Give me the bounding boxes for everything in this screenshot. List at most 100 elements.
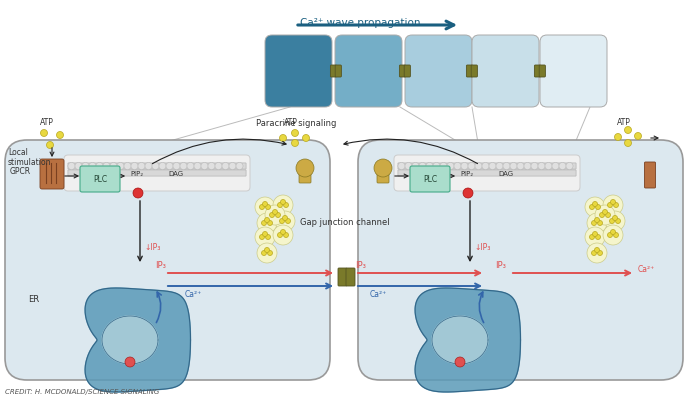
Circle shape — [587, 243, 607, 263]
Circle shape — [595, 205, 615, 225]
Circle shape — [187, 162, 194, 170]
Circle shape — [517, 162, 524, 170]
Circle shape — [595, 247, 600, 253]
Circle shape — [41, 130, 48, 136]
Circle shape — [517, 162, 524, 170]
Circle shape — [589, 235, 595, 239]
Circle shape — [606, 213, 611, 217]
Circle shape — [273, 225, 293, 245]
Circle shape — [82, 162, 89, 170]
Text: Ca²⁺: Ca²⁺ — [370, 290, 387, 299]
Text: DAG: DAG — [498, 171, 513, 177]
Circle shape — [68, 162, 75, 170]
Circle shape — [433, 162, 440, 170]
Circle shape — [229, 162, 236, 170]
Circle shape — [531, 162, 538, 170]
Circle shape — [131, 162, 138, 170]
Circle shape — [302, 134, 310, 142]
Text: PIP₂: PIP₂ — [130, 171, 143, 177]
Circle shape — [566, 162, 573, 170]
Text: PIP₂: PIP₂ — [460, 171, 473, 177]
Circle shape — [510, 162, 517, 170]
Circle shape — [419, 162, 426, 170]
FancyBboxPatch shape — [377, 163, 389, 183]
Circle shape — [566, 162, 573, 170]
Circle shape — [595, 205, 600, 209]
Circle shape — [264, 217, 270, 223]
Circle shape — [440, 162, 447, 170]
Circle shape — [602, 209, 607, 215]
Circle shape — [447, 162, 454, 170]
Circle shape — [475, 162, 482, 170]
Circle shape — [433, 162, 440, 170]
Circle shape — [559, 162, 566, 170]
Circle shape — [405, 162, 412, 170]
Circle shape — [255, 197, 275, 217]
Circle shape — [124, 162, 131, 170]
Circle shape — [194, 162, 201, 170]
Circle shape — [236, 162, 243, 170]
Circle shape — [419, 162, 426, 170]
Text: Local
stimulation: Local stimulation — [8, 148, 52, 167]
Circle shape — [591, 251, 596, 255]
Circle shape — [291, 140, 299, 146]
Circle shape — [503, 162, 510, 170]
Circle shape — [277, 233, 282, 237]
FancyBboxPatch shape — [335, 65, 342, 77]
Circle shape — [593, 201, 598, 207]
Circle shape — [591, 221, 596, 225]
Circle shape — [603, 225, 623, 245]
Circle shape — [503, 162, 510, 170]
Circle shape — [538, 162, 545, 170]
Circle shape — [75, 162, 82, 170]
Circle shape — [475, 162, 482, 170]
Circle shape — [262, 221, 266, 225]
Text: ↓IP₃: ↓IP₃ — [144, 243, 160, 253]
Circle shape — [103, 162, 110, 170]
Circle shape — [595, 235, 600, 239]
FancyBboxPatch shape — [400, 65, 406, 77]
Bar — [68, 170, 246, 176]
Circle shape — [284, 233, 288, 237]
Circle shape — [296, 159, 314, 177]
Circle shape — [215, 162, 222, 170]
Text: GPCR: GPCR — [10, 168, 31, 176]
FancyBboxPatch shape — [64, 155, 250, 191]
Circle shape — [236, 162, 243, 170]
FancyBboxPatch shape — [404, 65, 411, 77]
Circle shape — [613, 233, 618, 237]
Circle shape — [201, 162, 208, 170]
Circle shape — [613, 203, 618, 207]
Circle shape — [82, 162, 89, 170]
Text: IP₃: IP₃ — [355, 261, 366, 269]
FancyBboxPatch shape — [405, 35, 472, 107]
Circle shape — [454, 162, 461, 170]
Circle shape — [159, 162, 166, 170]
Circle shape — [489, 162, 496, 170]
Circle shape — [524, 162, 531, 170]
Circle shape — [398, 162, 405, 170]
Polygon shape — [85, 288, 190, 392]
Circle shape — [138, 162, 145, 170]
Polygon shape — [415, 288, 520, 392]
FancyBboxPatch shape — [539, 65, 545, 77]
Circle shape — [613, 215, 618, 221]
FancyBboxPatch shape — [471, 65, 477, 77]
Circle shape — [552, 162, 559, 170]
Text: ER: ER — [28, 295, 39, 304]
Circle shape — [275, 213, 281, 217]
Circle shape — [615, 219, 620, 223]
Circle shape — [496, 162, 503, 170]
Circle shape — [173, 162, 180, 170]
Circle shape — [624, 126, 631, 134]
Circle shape — [133, 188, 143, 198]
FancyBboxPatch shape — [410, 166, 450, 192]
FancyBboxPatch shape — [346, 268, 355, 286]
Circle shape — [589, 205, 595, 209]
Text: ATP: ATP — [40, 118, 54, 127]
Circle shape — [152, 162, 159, 170]
Circle shape — [264, 247, 270, 253]
Circle shape — [208, 162, 215, 170]
Circle shape — [510, 162, 517, 170]
Circle shape — [277, 203, 282, 207]
